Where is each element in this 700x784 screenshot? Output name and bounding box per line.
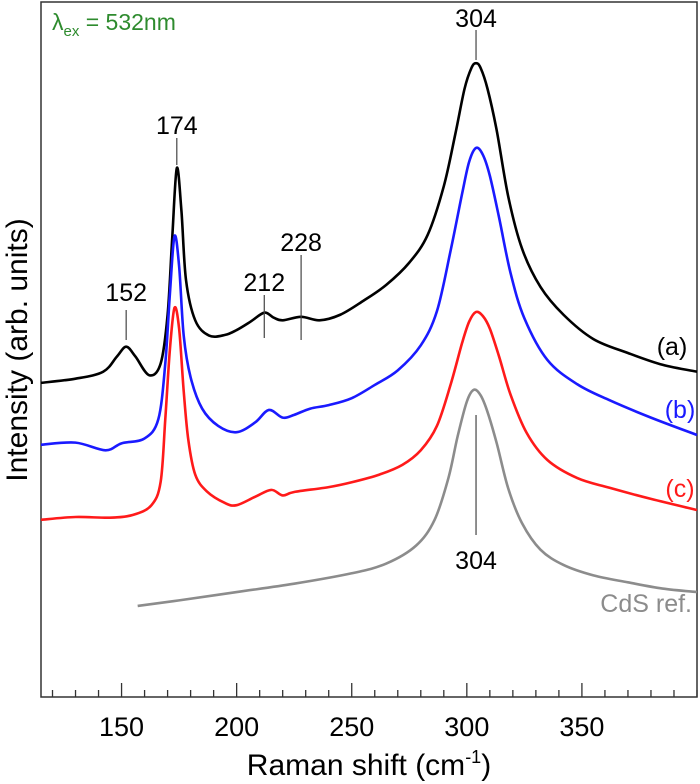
x-tick-label: 300 <box>444 712 489 742</box>
series-label-cds: CdS ref. <box>600 590 692 618</box>
peak-label: 174 <box>156 112 198 140</box>
peak-label: 212 <box>243 269 285 297</box>
series-line-0 <box>40 61 698 385</box>
peak-annotations: 152 174 212 228 304 304 <box>105 5 497 575</box>
series-label-a: (a) <box>657 333 688 361</box>
peak-label: 304 <box>455 547 497 575</box>
y-axis-label: Intensity (arb. units) <box>1 218 34 481</box>
x-tick-label: 150 <box>99 712 144 742</box>
series-label-b: (b) <box>665 396 696 424</box>
x-axis-label: Raman shift (cm-1) <box>247 747 491 782</box>
x-tick-label: 250 <box>329 712 374 742</box>
series-curves <box>40 61 698 608</box>
plot-frame <box>40 1 698 698</box>
series-label-c: (c) <box>665 475 694 503</box>
x-tick-label: 200 <box>214 712 259 742</box>
peak-label: 152 <box>105 279 147 307</box>
excitation-label: λex = 532nm <box>52 9 176 40</box>
series-line-3 <box>137 388 698 608</box>
peak-label: 228 <box>280 229 322 257</box>
series-line-2 <box>40 305 698 522</box>
x-tick-label: 350 <box>559 712 604 742</box>
series-line-1 <box>40 146 698 452</box>
x-axis-ticks: 150 200 250 300 350 <box>51 683 698 742</box>
peak-label: 304 <box>455 5 497 33</box>
